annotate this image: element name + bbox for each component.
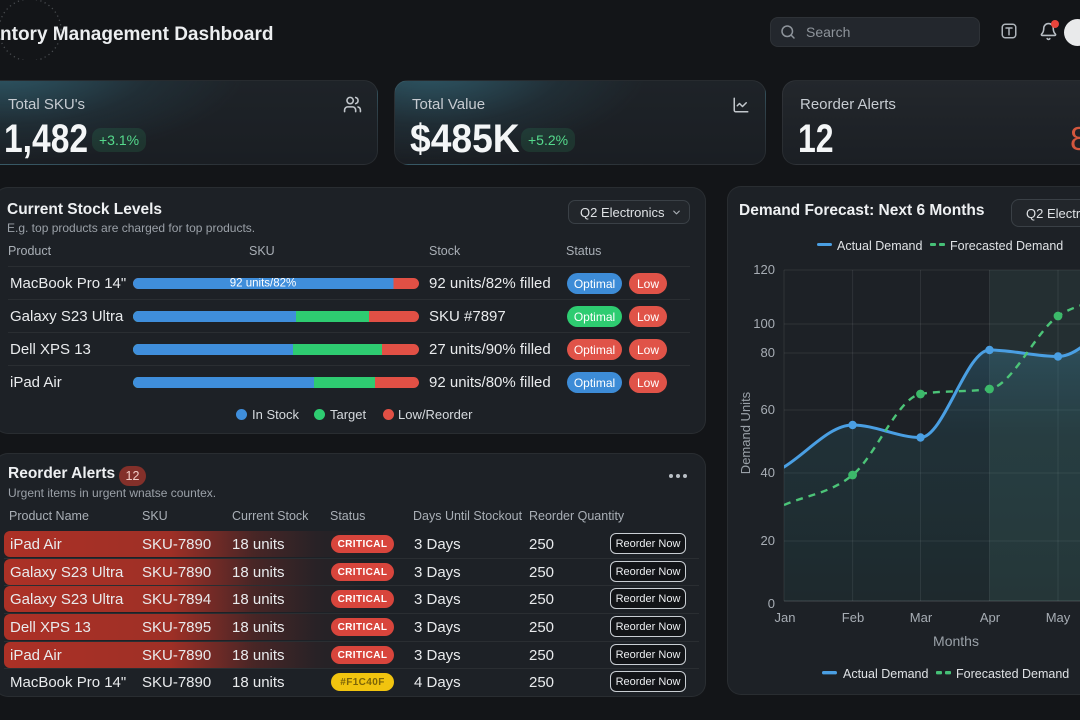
svg-text:Forecasted Demand: Forecasted Demand (956, 667, 1069, 681)
svg-text:0: 0 (768, 596, 775, 611)
svg-text:92 units/82%: 92 units/82% (230, 278, 297, 289)
svg-text:Apr: Apr (980, 610, 1001, 625)
svg-text:20: 20 (761, 533, 775, 548)
svg-text:Feb: Feb (842, 610, 864, 625)
svg-text:100: 100 (753, 316, 775, 331)
svg-text:Mar: Mar (910, 610, 933, 625)
svg-text:Months: Months (933, 633, 979, 649)
svg-text:Demand Units: Demand Units (738, 391, 753, 474)
svg-text:80: 80 (761, 345, 775, 360)
svg-text:Jan: Jan (775, 610, 796, 625)
svg-text:40: 40 (761, 465, 775, 480)
svg-text:60: 60 (761, 402, 775, 417)
svg-text:Actual Demand: Actual Demand (843, 667, 929, 681)
svg-text:120: 120 (753, 262, 775, 277)
svg-text:May: May (1046, 610, 1071, 625)
